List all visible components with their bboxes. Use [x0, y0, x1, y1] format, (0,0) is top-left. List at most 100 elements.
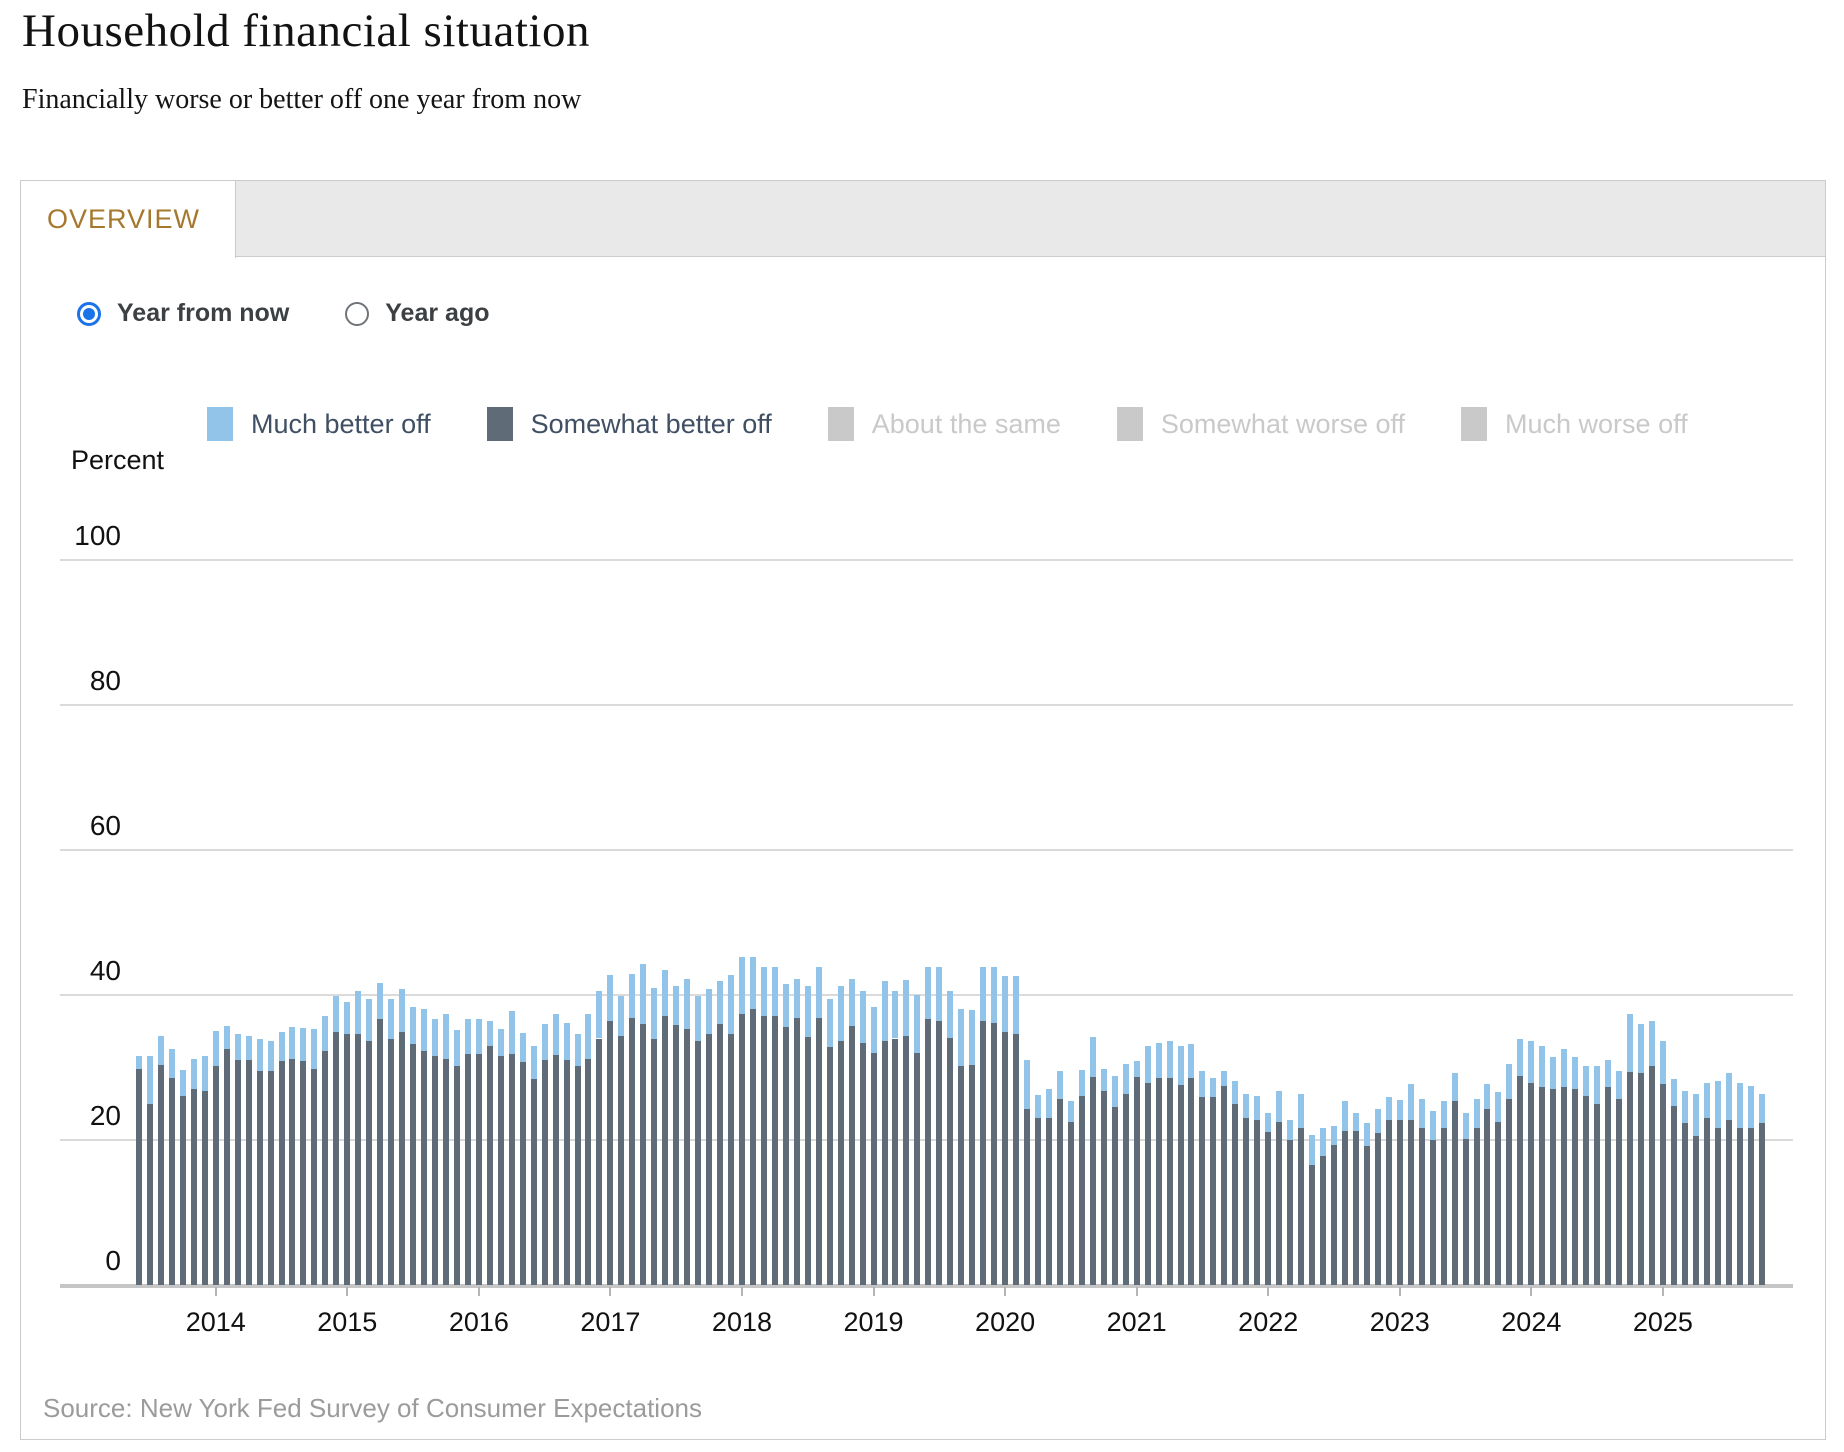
radio-year-from-now[interactable]: Year from now [77, 299, 289, 328]
bar-segment-much-better [1330, 1125, 1337, 1146]
bar-segment-somewhat-better [1572, 1089, 1579, 1285]
bar-segment-much-better [936, 966, 943, 1022]
bar-segment-somewhat-better [201, 1090, 208, 1285]
bar-segment-somewhat-better [815, 1018, 822, 1285]
bar-segment-somewhat-better [1418, 1128, 1425, 1285]
bar-segment-somewhat-better [1100, 1090, 1107, 1285]
bar-segment-somewhat-better [958, 1066, 965, 1285]
bar-segment-somewhat-better [640, 1024, 647, 1285]
x-tick-label: 2018 [711, 1307, 772, 1337]
gridline-60 [60, 849, 1793, 851]
bar-segment-much-better [804, 986, 811, 1038]
bar-segment-somewhat-better [1188, 1078, 1195, 1285]
bar-segment-somewhat-better [464, 1053, 471, 1285]
bar-segment-much-better [256, 1038, 263, 1072]
x-axis-tick [346, 1287, 349, 1296]
bar-segment-somewhat-better [1013, 1034, 1020, 1285]
bar-segment-much-better [1506, 1063, 1513, 1100]
x-axis-tick [1398, 1287, 1401, 1296]
bar-segment-much-better [541, 1024, 548, 1060]
bar-segment-somewhat-better [903, 1036, 910, 1285]
x-tick-label: 2025 [1632, 1307, 1693, 1337]
bar-segment-somewhat-better [1320, 1155, 1327, 1285]
bar-segment-somewhat-better [366, 1041, 373, 1285]
bar-segment-somewhat-better [267, 1071, 274, 1285]
bar-segment-much-better [1659, 1041, 1666, 1085]
bar-segment-much-better [201, 1055, 208, 1091]
bar-segment-much-better [1583, 1066, 1590, 1096]
bar-segment-much-better [1199, 1071, 1206, 1098]
bar-segment-much-better [1045, 1088, 1052, 1119]
bar-segment-somewhat-better [1681, 1123, 1688, 1285]
bar-segment-somewhat-better [289, 1058, 296, 1285]
bar-segment-somewhat-better [1210, 1097, 1217, 1285]
bar-segment-somewhat-better [234, 1060, 241, 1285]
bar-segment-somewhat-better [245, 1060, 252, 1285]
bar-segment-somewhat-better [1407, 1120, 1414, 1285]
legend-item-somewhat-worse[interactable]: Somewhat worse off [1116, 407, 1405, 441]
bar-segment-somewhat-better [1232, 1103, 1239, 1285]
legend: Much better off Somewhat better off Abou… [207, 407, 1688, 441]
x-tick-label: 2016 [448, 1307, 509, 1337]
legend-item-much-better[interactable]: Much better off [207, 407, 431, 441]
bar-segment-much-better [925, 966, 932, 1019]
gridline-80 [60, 704, 1793, 706]
bar-segment-somewhat-better [1462, 1139, 1469, 1285]
bar-segment-somewhat-better [1243, 1117, 1250, 1285]
legend-item-much-worse[interactable]: Much worse off [1461, 407, 1688, 441]
tab-overview[interactable]: OVERVIEW [21, 181, 236, 258]
bar-segment-somewhat-better [355, 1034, 362, 1285]
bar-segment-much-better [629, 973, 636, 1019]
bar-segment-much-better [486, 1021, 493, 1047]
bar-segment-somewhat-better [1363, 1145, 1370, 1285]
legend-item-about-same[interactable]: About the same [827, 407, 1061, 441]
gridline-100 [60, 559, 1793, 561]
bar-segment-much-better [333, 996, 340, 1032]
bar-segment-much-better [947, 991, 954, 1038]
bar-segment-much-better [848, 979, 855, 1027]
bar-segment-somewhat-better [1473, 1128, 1480, 1285]
bar-segment-somewhat-better [1330, 1145, 1337, 1285]
bar-segment-much-better [782, 984, 789, 1027]
bar-segment-somewhat-better [1056, 1098, 1063, 1285]
bar-segment-somewhat-better [1078, 1095, 1085, 1285]
bar-segment-much-better [1177, 1046, 1184, 1085]
bar-segment-somewhat-better [749, 1008, 756, 1285]
x-tick-label: 2023 [1369, 1307, 1430, 1337]
radio-selected-icon [77, 301, 101, 326]
bar-segment-somewhat-better [1024, 1108, 1031, 1285]
bar-segment-much-better [1243, 1094, 1250, 1118]
bar-segment-much-better [168, 1049, 175, 1079]
bar-segment-somewhat-better [706, 1034, 713, 1285]
bar-segment-much-better [1363, 1123, 1370, 1146]
bar-segment-somewhat-better [1199, 1097, 1206, 1285]
bar-segment-much-better [1418, 1098, 1425, 1129]
radio-year-ago[interactable]: Year ago [345, 299, 490, 328]
bar-segment-much-better [1605, 1059, 1612, 1088]
bar-segment-much-better [1298, 1094, 1305, 1128]
bar-segment-somewhat-better [1703, 1118, 1710, 1285]
bar-segment-somewhat-better [1637, 1073, 1644, 1285]
legend-item-somewhat-better[interactable]: Somewhat better off [486, 407, 772, 441]
bar-segment-somewhat-better [1451, 1100, 1458, 1285]
bar-segment-somewhat-better [629, 1018, 636, 1285]
bar-segment-much-better [826, 999, 833, 1048]
bar-segment-somewhat-better [585, 1058, 592, 1285]
bar-segment-much-better [640, 963, 647, 1024]
bar-segment-somewhat-better [914, 1053, 921, 1285]
bar-segment-somewhat-better [1714, 1128, 1721, 1285]
bar-segment-much-better [1396, 1100, 1403, 1121]
bar-segment-much-better [760, 967, 767, 1016]
bar-segment-somewhat-better [1089, 1076, 1096, 1285]
bar-segment-somewhat-better [793, 1018, 800, 1285]
bar-segment-much-better [1034, 1095, 1041, 1119]
bar-segment-much-better [1517, 1039, 1524, 1077]
bar-segment-somewhat-better [870, 1053, 877, 1285]
bar-segment-somewhat-better [190, 1088, 197, 1285]
radio-year-from-now-label: Year from now [117, 299, 290, 327]
bar-segment-much-better [1221, 1071, 1228, 1086]
bar-segment-somewhat-better [1298, 1127, 1305, 1285]
legend-swatch-icon [486, 407, 513, 441]
legend-swatch-icon [1461, 407, 1488, 441]
bar-segment-much-better [1670, 1079, 1677, 1106]
